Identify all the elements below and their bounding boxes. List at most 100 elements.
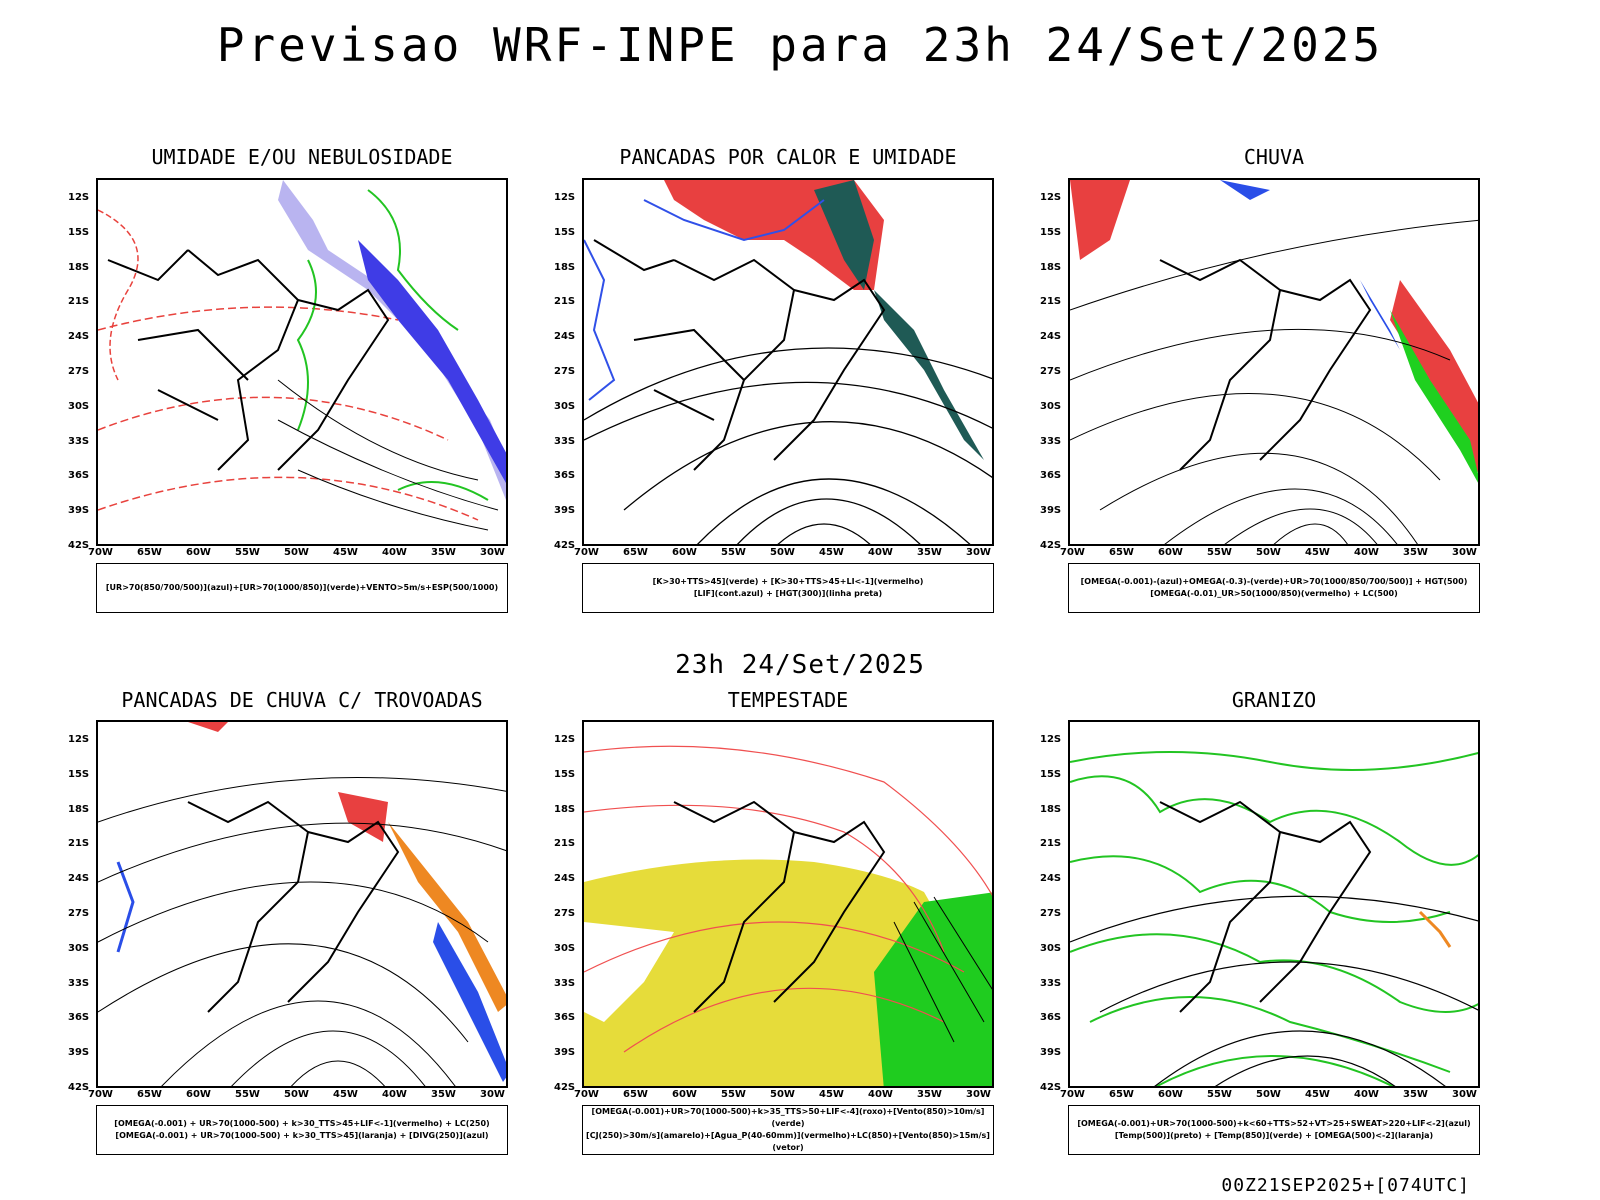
- legend-trovoadas-line1: [OMEGA(-0.001) + UR>70(1000-500) + k>30_…: [114, 1119, 490, 1128]
- lat-tick-label: 15S: [68, 768, 90, 780]
- legend-trovoadas-line2: [OMEGA(-0.001) + UR>70(1000-500) + k>30_…: [115, 1131, 489, 1140]
- legend-tempestade-line2: [CJ(250)>30m/s](amarelo)+[Agua_P(40-60mm…: [586, 1131, 990, 1152]
- lat-tick-label: 30S: [554, 942, 576, 954]
- lon-tick-label: 40W: [1354, 1089, 1379, 1100]
- lat-tick-label: 42S: [68, 540, 90, 551]
- lat-tick-label: 39S: [554, 505, 576, 517]
- lon-tick-label: 70W: [574, 1089, 599, 1100]
- lon-tick-label: 60W: [1158, 547, 1183, 558]
- lat-tick-label: 21S: [554, 296, 576, 308]
- map-granizo-graphics: [1070, 751, 1478, 1086]
- legend-umidade-line1: [UR>70(850/700/500)](azul)+[UR>70(1000/8…: [105, 583, 499, 592]
- lat-tick-label: 33S: [554, 977, 576, 989]
- lat-tick-label: 36S: [1040, 470, 1062, 482]
- map-chuva-graphics: [1070, 180, 1478, 544]
- lat-tick-label: 24S: [68, 873, 90, 885]
- lat-tick-label: 39S: [68, 1047, 90, 1059]
- lat-tick-label: 18S: [554, 261, 576, 273]
- lat-tick-label: 42S: [68, 1082, 90, 1093]
- map-trovoadas-graphics: [98, 722, 506, 1086]
- lon-tick-label: 45W: [819, 1089, 844, 1100]
- lon-tick-label: 65W: [1109, 547, 1134, 558]
- lon-tick-label: 35W: [917, 547, 942, 558]
- panel-title-trovoadas: PANCADAS DE CHUVA C/ TROVOADAS: [121, 688, 483, 712]
- lat-tick-label: 27S: [68, 366, 90, 377]
- lon-tick-label: 30W: [966, 1089, 991, 1100]
- lat-tick-label: 30S: [1040, 942, 1062, 954]
- lon-tick-label: 35W: [1403, 547, 1428, 558]
- lon-tick-label: 50W: [1256, 547, 1281, 558]
- lon-tick-label: 70W: [1060, 1089, 1085, 1100]
- lon-tick-label: 45W: [1305, 1089, 1330, 1100]
- lat-tick-label: 12S: [68, 192, 90, 203]
- lat-tick-label: 27S: [1040, 366, 1062, 377]
- lon-tick-label: 40W: [868, 1089, 893, 1100]
- lon-tick-label: 55W: [235, 1089, 260, 1100]
- lon-tick-label: 35W: [431, 547, 456, 558]
- legend-pancadas-calor-line2: [LIF](cont.azul) + [HGT(300)](linha pret…: [693, 589, 883, 598]
- map-pancadas-calor-graphics: [584, 180, 992, 544]
- lat-tick-label: 24S: [1040, 331, 1062, 343]
- legend-pancadas-calor-line1: [K>30+TTS>45](verde) + [K>30+TTS>45+LI<-…: [652, 577, 924, 586]
- lon-tick-label: 50W: [284, 1089, 309, 1100]
- lat-tick-label: 33S: [1040, 977, 1062, 989]
- lon-tick-label: 60W: [672, 1089, 697, 1100]
- map-chuva: [1068, 178, 1480, 546]
- lat-tick-label: 15S: [1040, 226, 1062, 238]
- lon-tick-label: 70W: [88, 1089, 113, 1100]
- lat-tick-label: 18S: [554, 803, 576, 815]
- lon-tick-label: 45W: [1305, 547, 1330, 558]
- legend-trovoadas: [OMEGA(-0.001) + UR>70(1000-500) + k>30_…: [96, 1105, 508, 1155]
- lat-tick-label: 27S: [554, 908, 576, 919]
- panel-title-tempestade: TEMPESTADE: [727, 688, 849, 712]
- lat-tick-label: 36S: [554, 470, 576, 482]
- lon-tick-label: 35W: [917, 1089, 942, 1100]
- lat-tick-label: 18S: [1040, 261, 1062, 273]
- lon-tick-label: 40W: [1354, 547, 1379, 558]
- legend-umidade: [UR>70(850/700/500)](azul)+[UR>70(1000/8…: [96, 563, 508, 613]
- lat-tick-label: 42S: [1040, 1082, 1062, 1093]
- lon-tick-label: 55W: [721, 547, 746, 558]
- lon-tick-label: 65W: [623, 1089, 648, 1100]
- lon-tick-label: 45W: [333, 1089, 358, 1100]
- lon-tick-label: 40W: [382, 547, 407, 558]
- lon-tick-label: 30W: [1452, 547, 1477, 558]
- lat-tick-label: 15S: [68, 226, 90, 238]
- map-granizo: [1068, 720, 1480, 1088]
- lon-tick-label: 40W: [868, 547, 893, 558]
- lon-tick-label: 70W: [88, 547, 113, 558]
- map-pancadas-calor: [582, 178, 994, 546]
- panel-title-umidade: UMIDADE E/OU NEBULOSIDADE: [151, 145, 453, 169]
- lon-tick-label: 45W: [333, 547, 358, 558]
- lat-tick-label: 18S: [68, 261, 90, 273]
- map-umidade-graphics: [98, 180, 506, 531]
- lat-tick-label: 30S: [68, 942, 90, 954]
- lat-tick-label: 24S: [554, 331, 576, 343]
- map-tempestade: [582, 720, 994, 1088]
- lat-tick-label: 30S: [554, 400, 576, 412]
- lon-tick-label: 45W: [819, 547, 844, 558]
- legend-chuva-line1: [OMEGA(-0.001)-(azul)+OMEGA(-0.3)-(verde…: [1080, 577, 1468, 586]
- lon-tick-label: 60W: [1158, 1089, 1183, 1100]
- lat-tick-label: 12S: [1040, 734, 1062, 745]
- lat-tick-label: 21S: [554, 838, 576, 850]
- lon-tick-label: 55W: [721, 1089, 746, 1100]
- lat-tick-label: 36S: [68, 470, 90, 482]
- run-info-footer: 00Z21SEP2025+[074UTC]: [1221, 1175, 1470, 1196]
- lat-tick-label: 21S: [1040, 838, 1062, 850]
- map-trovoadas: [96, 720, 508, 1088]
- lon-tick-label: 40W: [382, 1089, 407, 1100]
- lat-tick-label: 15S: [554, 768, 576, 780]
- lat-tick-label: 30S: [68, 400, 90, 412]
- lat-tick-label: 42S: [554, 540, 576, 551]
- lat-tick-label: 12S: [1040, 192, 1062, 203]
- lon-tick-label: 70W: [1060, 547, 1085, 558]
- lat-tick-label: 39S: [1040, 505, 1062, 517]
- lon-tick-label: 60W: [186, 1089, 211, 1100]
- map-umidade: [96, 178, 508, 546]
- lat-tick-label: 36S: [554, 1012, 576, 1024]
- lat-tick-label: 36S: [1040, 1012, 1062, 1024]
- lat-tick-label: 33S: [554, 435, 576, 447]
- lon-tick-label: 70W: [574, 547, 599, 558]
- lat-tick-label: 27S: [68, 908, 90, 919]
